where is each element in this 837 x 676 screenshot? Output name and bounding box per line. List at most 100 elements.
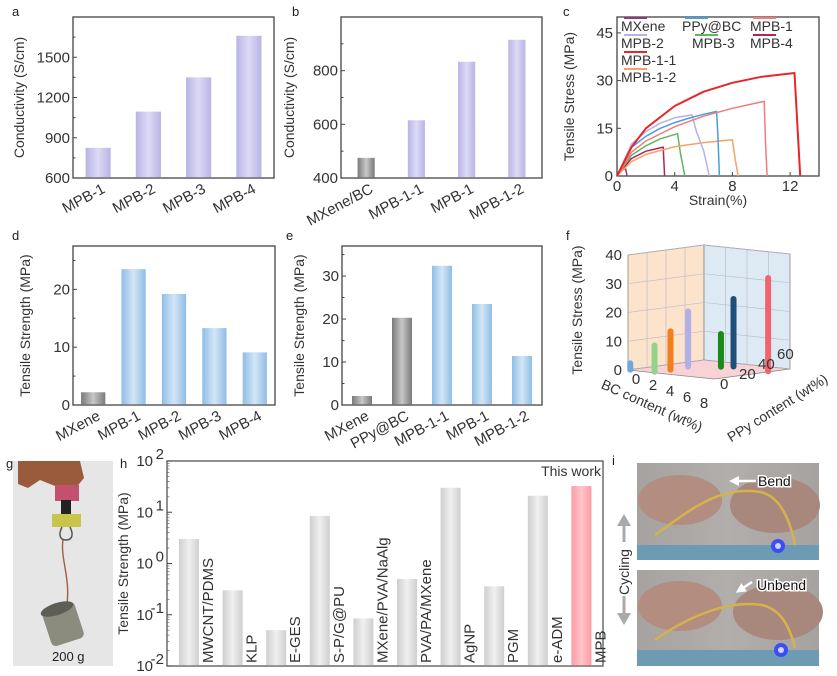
y-tick-exponent: 1: [156, 497, 164, 514]
legend-label: MPB-1-1: [621, 52, 676, 68]
y-tick-label: 10: [136, 504, 153, 521]
y-tick-label: 10: [136, 607, 153, 624]
z-tick-label: 0: [614, 362, 622, 379]
y-tick-label: 10: [322, 354, 339, 371]
x-tick-label: 8: [728, 178, 736, 195]
y-tick-label: 1500: [37, 49, 70, 66]
panel-label-e: e: [286, 228, 293, 243]
label-cycling: Cycling: [616, 549, 632, 595]
legend-label: MXene: [621, 18, 666, 34]
series-line-mpb-2: [616, 114, 711, 177]
bar-mpb: [571, 486, 592, 666]
bar-mxene-pva-naalg: [353, 618, 374, 666]
bar-pva-pa-mxene: [397, 578, 417, 666]
bar-mxene: [352, 395, 372, 405]
legend-label: PPy@BC: [682, 18, 741, 34]
bar-category-label: MXene/PVA/NaAlg: [374, 537, 391, 663]
y-axis-label: Tensile Stress (MPa): [561, 32, 577, 161]
panel-label-d: d: [12, 228, 19, 243]
bar-mpb-1-2: [512, 356, 532, 405]
bar-pgm: [484, 586, 505, 666]
x-tick-label: 6: [683, 389, 691, 406]
table-surface-top: [637, 545, 819, 560]
y-tick-label: 0: [62, 397, 70, 414]
y-tick-label: 900: [45, 130, 70, 147]
bar-agnp: [440, 487, 461, 666]
x-tick-label: MXene: [53, 408, 103, 445]
photo-i-led-bending: Bend Unbend Cycling: [616, 463, 823, 666]
bar-category-label: PVA/PA/MXene: [418, 559, 435, 663]
bar-mpb-4: [236, 35, 262, 178]
bar-mpb-1: [458, 61, 476, 178]
bar-category-label: PGM: [505, 629, 522, 663]
bar-mpb-4: [242, 352, 267, 405]
z-tick-label: 40: [605, 247, 622, 264]
bar-category-label: e-ADM: [549, 616, 566, 663]
pink-clip: [55, 485, 79, 501]
y-axis-label: Conductivity (S/cm): [281, 37, 297, 158]
z-axis-label: Tensile Stress (MPa): [569, 245, 585, 374]
left-hand-top: [638, 475, 722, 525]
y-tick-label: 600: [313, 116, 338, 133]
bar-mxene: [81, 392, 106, 405]
bar-klp: [222, 590, 243, 666]
x-tick-label: 4: [666, 383, 674, 400]
y-tick-label: 400: [313, 170, 338, 187]
x-tick-label: MPB-2: [110, 181, 158, 218]
weight-top: [40, 601, 74, 617]
y-tick-label: 15: [596, 120, 613, 137]
series-line-mpb-1-1: [616, 72, 802, 177]
bar-mxene-bc: [357, 157, 375, 178]
y-axis-label: Tensile Strength (MPa): [115, 492, 131, 634]
bar-mwcnt-pdms: [179, 539, 199, 666]
bar-mpb-1-1: [432, 265, 452, 405]
y-tick-label: 600: [45, 170, 70, 187]
x-tick-label: 0: [613, 178, 621, 195]
binder-clip: [52, 514, 81, 527]
x-tick-label: 0: [632, 371, 640, 388]
arrow-up-icon: [617, 514, 631, 526]
y-tick-label: 800: [313, 63, 338, 80]
bar-category-label: E-GES: [287, 616, 304, 663]
bar-mpb-1-2: [508, 39, 526, 178]
bar-category-label: MPB: [592, 630, 609, 663]
plot-frame: [72, 245, 276, 406]
y-tick-label: 10: [136, 658, 153, 675]
plot-frame: [341, 245, 543, 406]
bar-ppy-bc: [392, 317, 412, 405]
y-tick-label: 0: [331, 397, 339, 414]
y-axis-label: Tensile Strength (MPa): [17, 254, 33, 396]
series-line-ppy-bc: [616, 110, 721, 177]
panel-label-g: g: [6, 456, 13, 471]
x-axis-label: Strain(%): [689, 192, 747, 208]
y-tick-label: 1200: [37, 90, 70, 107]
bar-category-label: S-P/G@PU: [331, 586, 348, 663]
series-line-mpb-3: [616, 132, 686, 177]
bar-mpb-1: [472, 304, 492, 405]
y-tick-label: 10: [136, 556, 153, 573]
plot-frame: [616, 16, 820, 177]
y-tick-label: 45: [596, 25, 613, 42]
bar-e-adm: [527, 495, 548, 666]
legend-label: MPB-3: [692, 35, 735, 51]
y-tick-label: 20: [53, 281, 70, 298]
bar-mpb-3: [186, 77, 212, 178]
x-tick-label: MPB-1-2: [467, 181, 527, 224]
legend-label: MPB-1: [750, 18, 793, 34]
wire-bottom: [654, 602, 797, 649]
bar-category-label: MWCNT/PDMS: [200, 558, 217, 663]
x-tick-label: MPB-2: [135, 408, 183, 445]
series-line-mpb-4: [616, 146, 666, 177]
x-tick-label: MPB-1-1: [366, 181, 426, 224]
bar-category-label: KLP: [244, 635, 261, 663]
photo-g-weight-hanging: 200 g: [13, 461, 113, 666]
sample-strip: [61, 500, 71, 514]
this-work-annotation: This work: [541, 463, 602, 479]
panel-label-b: b: [292, 4, 299, 19]
chart-c-stress-strain: 0 15 30 45 0 4 8 12 Strain(%) Tensile Stress (MPa…: [561, 16, 820, 208]
wire-top: [654, 489, 797, 546]
